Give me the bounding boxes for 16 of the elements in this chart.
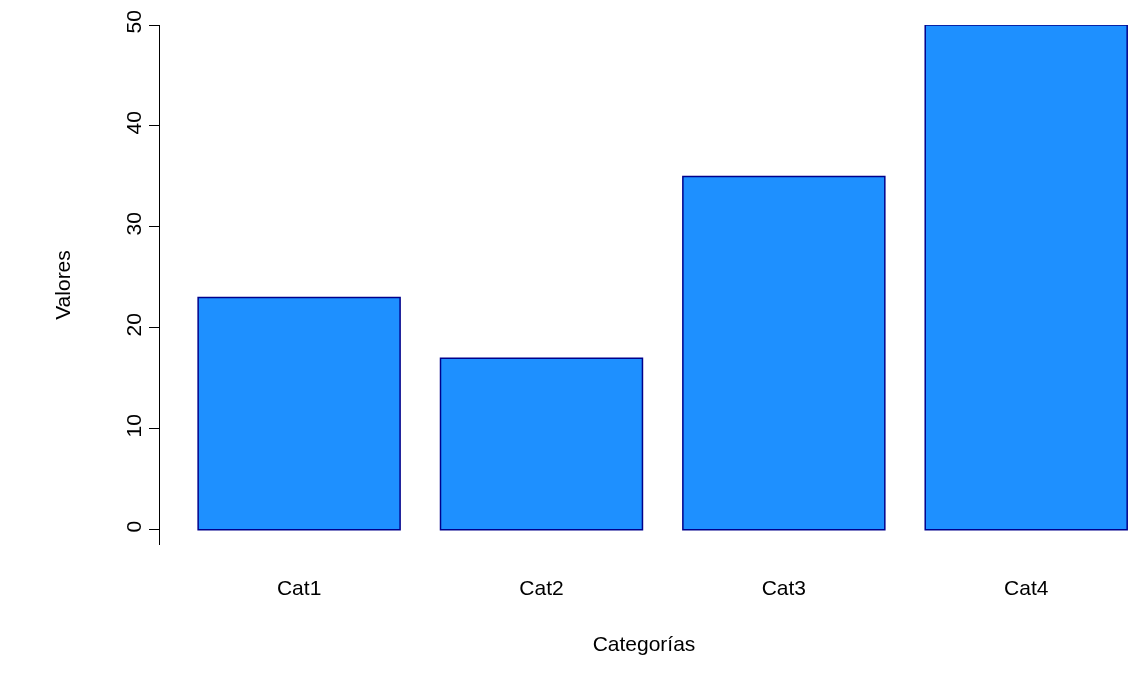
bar: [682, 175, 886, 531]
y-tick-label: 50: [121, 10, 145, 34]
x-tick-label: Cat4: [1004, 576, 1049, 599]
x-tick-label: Cat3: [761, 576, 807, 599]
y-axis-title: Valores: [50, 250, 74, 320]
y-tick-label: 40: [121, 111, 145, 135]
x-tick-label: Cat1: [276, 576, 322, 599]
bar: [924, 25, 1128, 531]
bar: [197, 296, 401, 531]
x-tick-label: Cat2: [519, 576, 564, 599]
bar: [439, 357, 644, 531]
x-axis-title: Categorías: [592, 632, 696, 656]
y-tick-label: 20: [121, 313, 145, 337]
y-tick-label: 0: [121, 520, 145, 533]
y-tick-label: 30: [121, 212, 145, 236]
y-tick-label: 10: [121, 414, 145, 438]
